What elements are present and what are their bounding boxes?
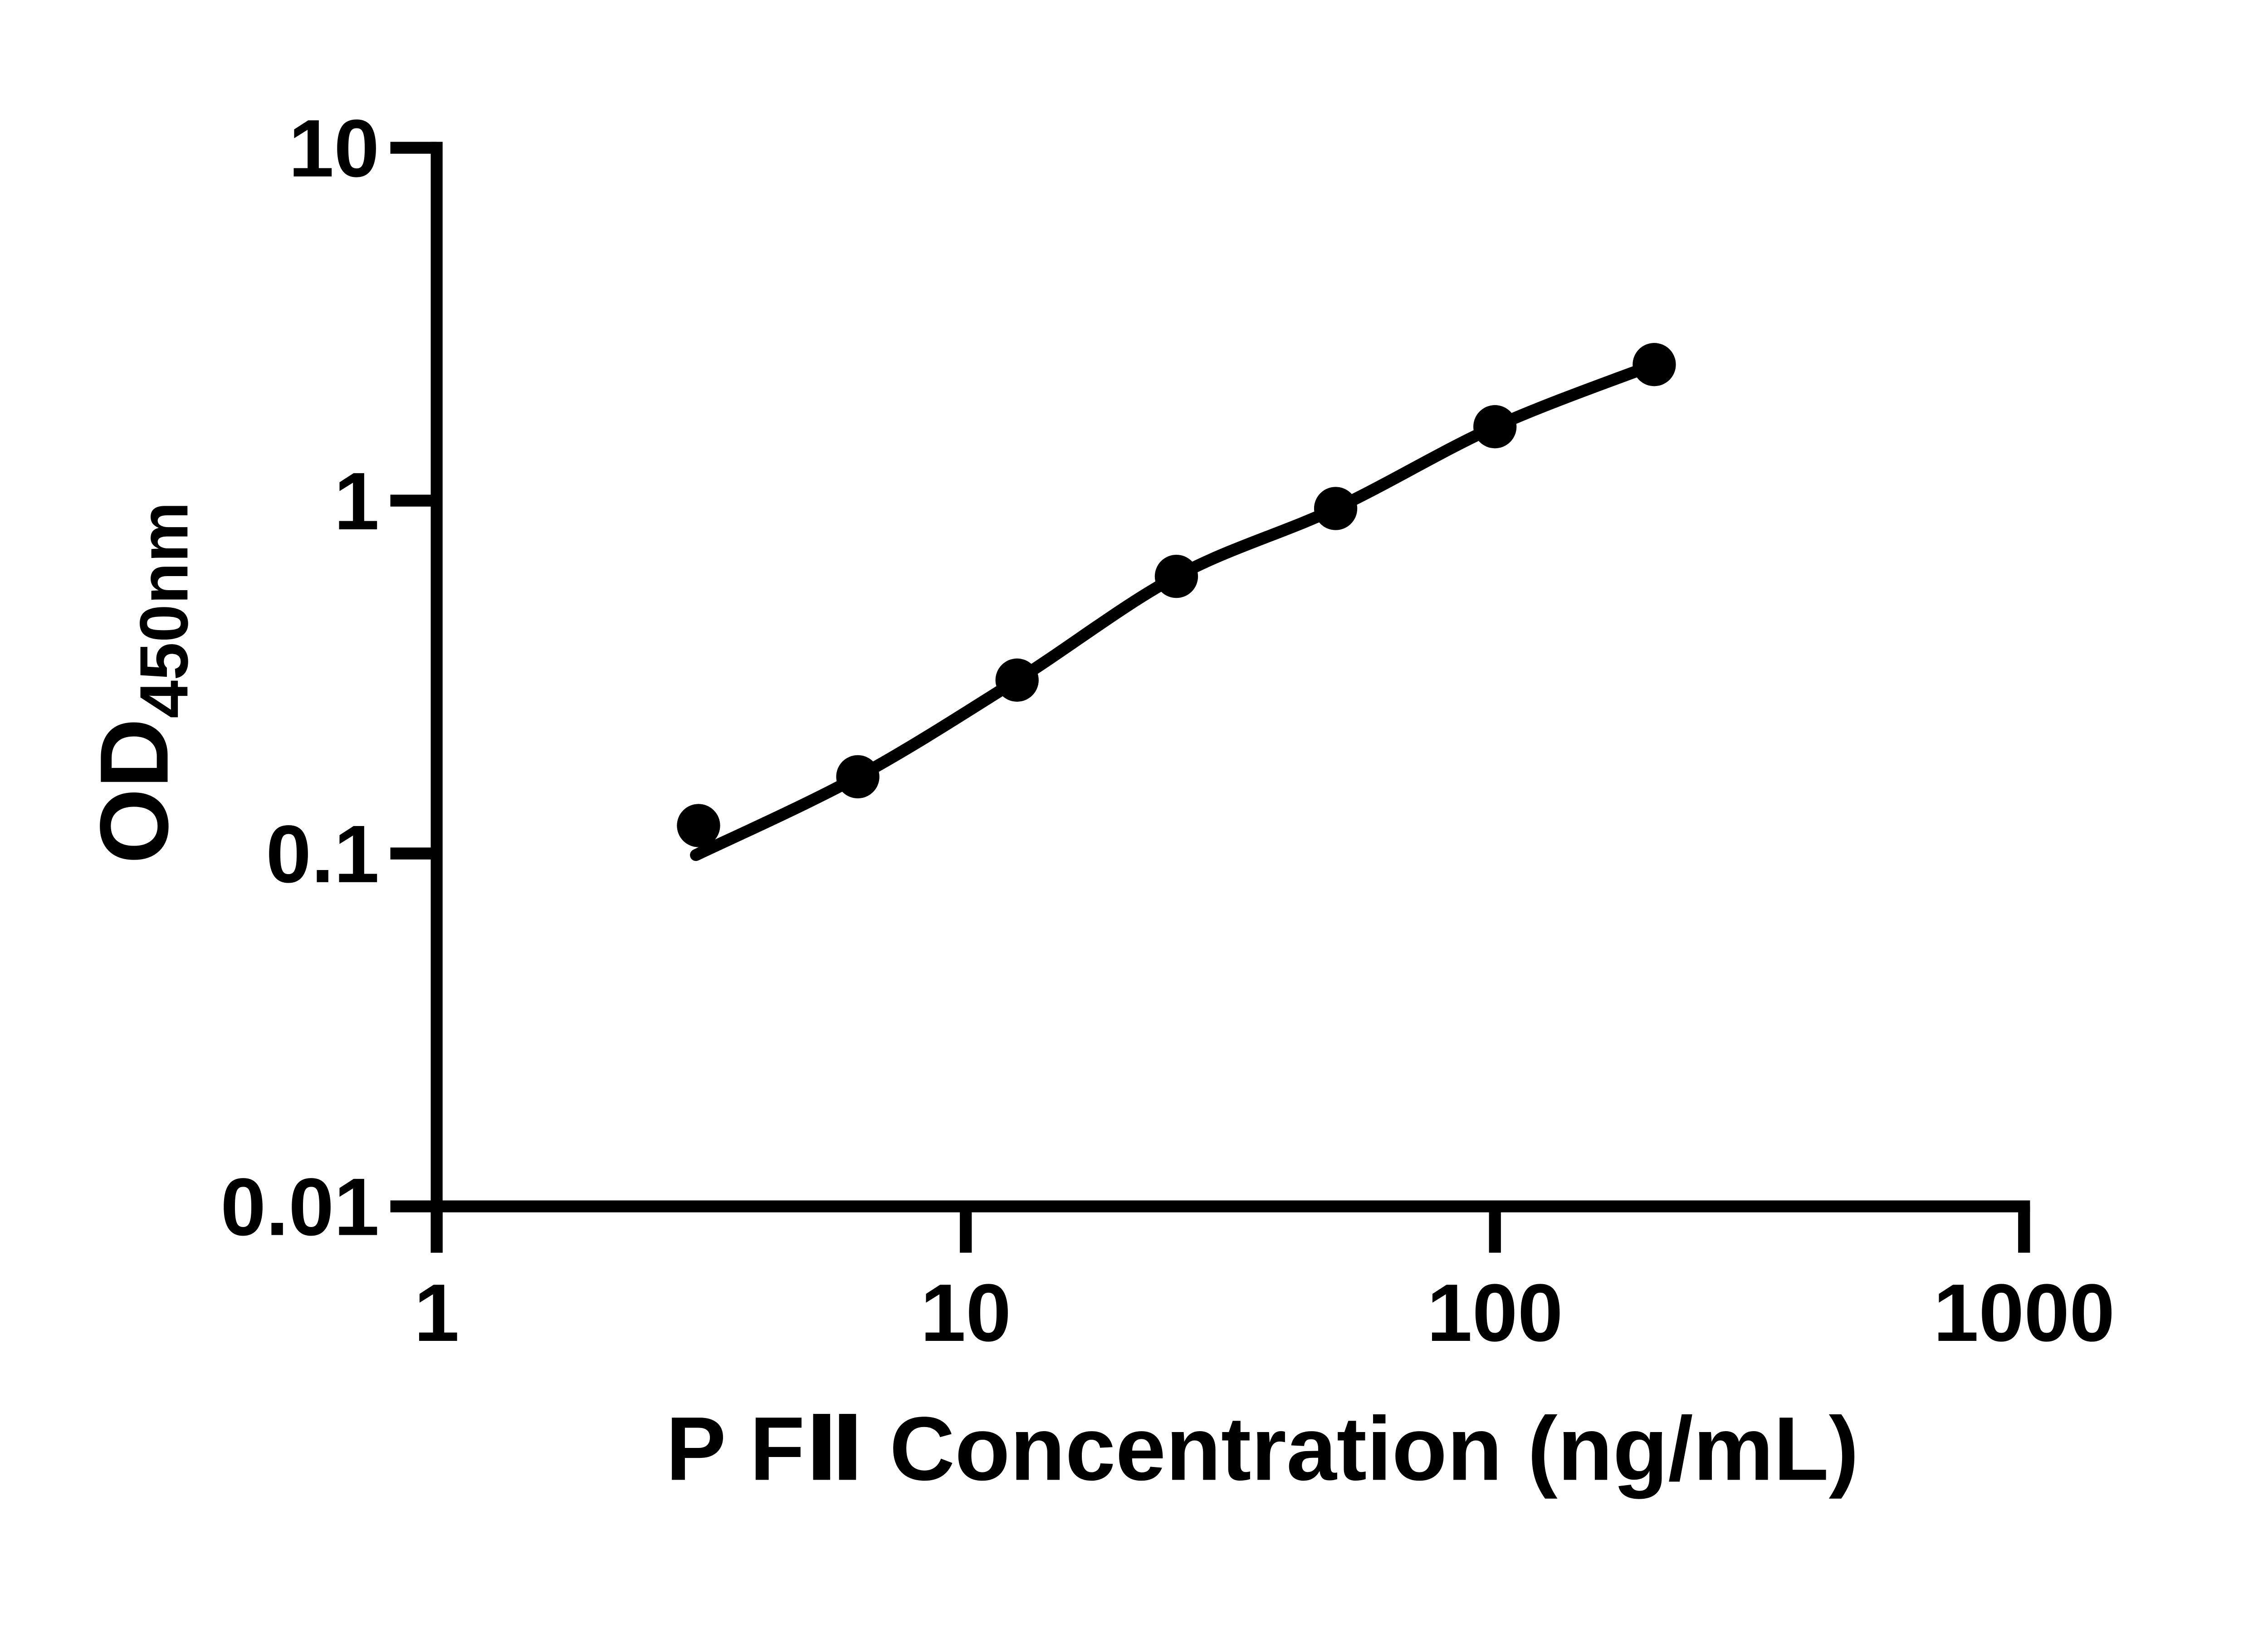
x-tick-label: 10 <box>920 1267 1011 1359</box>
y-axis-title: OD450nm <box>80 502 202 864</box>
x-tick-label: 1 <box>414 1267 459 1359</box>
data-point <box>1473 405 1517 449</box>
data-point <box>1154 554 1198 598</box>
y-tick-label: 0.1 <box>266 809 379 900</box>
axes <box>430 142 2030 1253</box>
data-point <box>836 755 880 799</box>
data-point <box>677 804 720 847</box>
x-axis-title: P FⅡ Concentration (ng/mL) <box>666 1398 1859 1499</box>
y-axis-title-subscript: 450nm <box>126 502 202 719</box>
y-tick-label: 0.01 <box>220 1162 379 1253</box>
plot-area: 10 1 0.1 0.01 1 10 100 1000 <box>220 103 2115 1359</box>
tick-labels: 10 1 0.1 0.01 1 10 100 1000 <box>220 103 2115 1359</box>
y-tick-label: 1 <box>334 456 379 547</box>
data-point <box>1633 343 1676 386</box>
y-tick-label: 10 <box>288 103 379 194</box>
data-point <box>995 658 1039 702</box>
tick-marks <box>390 142 2030 1253</box>
data-points <box>677 343 1676 847</box>
standard-curve-chart: 10 1 0.1 0.01 1 10 100 1000 P FⅡ Concentration … <box>80 103 2115 1500</box>
data-point <box>1314 487 1358 530</box>
x-tick-label: 100 <box>1427 1267 1563 1359</box>
x-tick-label: 1000 <box>1933 1267 2115 1359</box>
y-axis-title-main: OD <box>80 719 189 864</box>
chart-canvas: 10 1 0.1 0.01 1 10 100 1000 P FⅡ Concentration … <box>80 103 2115 1500</box>
